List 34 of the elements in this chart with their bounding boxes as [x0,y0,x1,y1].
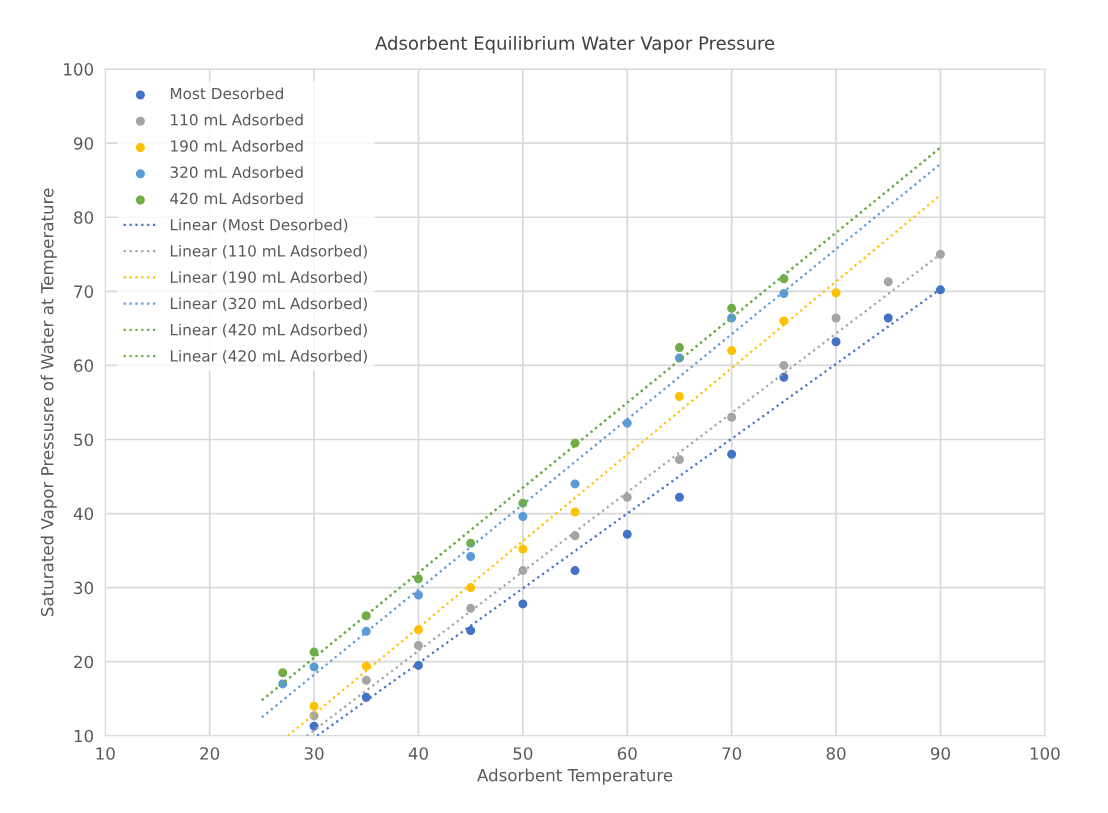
legend-label: 420 mL Adsorbed [170,192,303,205]
y-tick-label: 20 [74,655,94,669]
x-tick-label: 10 [96,747,115,760]
y-tick-label: 30 [74,581,94,595]
x-tick-label: 30 [304,747,324,760]
x-tick-label: 70 [722,747,742,760]
x-axis-title: Adsorbent Temperature [477,768,673,785]
x-tick-label: 50 [513,747,533,760]
y-tick-label: 60 [74,359,94,372]
legend-label: 190 mL Adsorbed [171,139,303,152]
legend-label: Linear (420 mL Adsorbed) [170,323,367,338]
legend-label: Linear (110 mL Adsorbed) [170,244,367,259]
y-tick-label: 10 [74,729,94,743]
legend-label: Linear (320 mL Adsorbed) [170,297,367,312]
y-tick-label: 100 [64,63,94,76]
x-tick-label: 100 [1030,747,1060,760]
legend-label: 110 mL Adsorbed [171,113,303,126]
y-tick-label: 40 [73,507,94,521]
legend-label: Most Desorbed [170,87,283,100]
x-tick-label: 60 [617,747,637,760]
y-tick-label: 80 [74,211,94,224]
x-tick-label: 40 [408,747,428,760]
y-axis-title: Saturated Vapor Pressusre of Water at Temperature [40,188,57,617]
x-tick-label: 80 [826,747,846,760]
legend-label: Linear (190 mL Adsorbed) [170,271,367,285]
x-tick-label: 90 [930,747,950,760]
legend-label: 320 mL Adsorbed [170,166,303,178]
chart-title: Adsorbent Equilibrium Water Vapor Pressure [375,35,775,54]
legend-label: Linear (Most Desorbed) [170,218,348,233]
y-tick-label: 90 [73,137,94,150]
legend-label: Linear (420 mL Adsorbed) [170,349,367,364]
x-tick-label: 20 [200,747,220,760]
y-tick-label: 70 [74,285,94,298]
y-tick-label: 50 [74,433,94,447]
